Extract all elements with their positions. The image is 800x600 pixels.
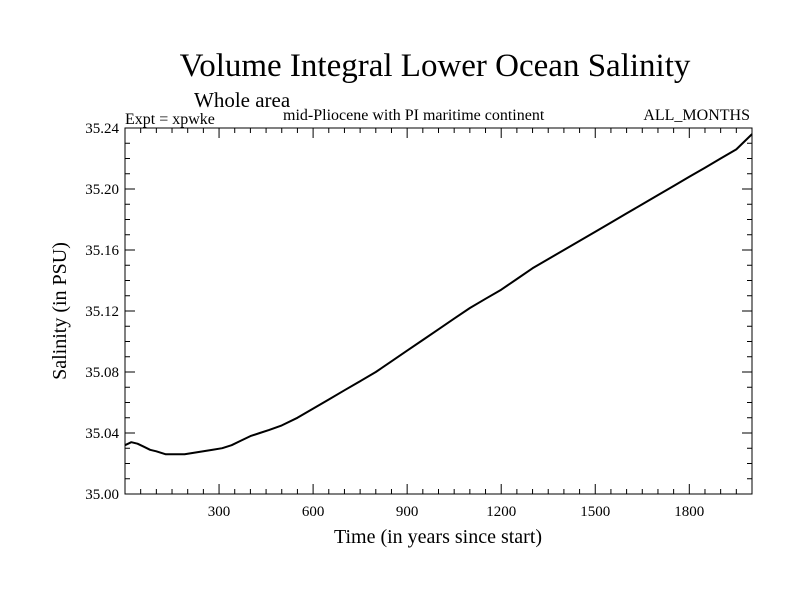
chart-title: Volume Integral Lower Ocean Salinity (180, 48, 691, 84)
y-tick-label: 35.12 (85, 304, 119, 320)
x-tick-label: 1500 (580, 504, 610, 520)
expt-label: Expt = xpwke (125, 111, 215, 128)
x-tick-label: 600 (302, 504, 325, 520)
y-tick-label: 35.04 (85, 426, 119, 442)
series-line-xpwke (124, 133, 753, 456)
y-tick-label: 35.24 (85, 121, 119, 137)
plot-frame (124, 127, 753, 495)
chart-subtitle: Whole area (194, 88, 291, 112)
x-axis: 300 600 900 1200 1500 1800 (140, 128, 737, 520)
x-axis-label: Time (in years since start) (334, 526, 542, 548)
x-tick-label: 1800 (674, 504, 704, 520)
y-tick-label: 35.00 (85, 487, 119, 503)
y-axis: 35.00 35.04 35.08 35.12 35.16 35.20 35.24 (85, 121, 752, 503)
y-tick-label: 35.16 (85, 243, 119, 259)
y-tick-label: 35.08 (85, 365, 119, 381)
months-label: ALL_MONTHS (643, 107, 750, 124)
description-label: mid-Pliocene with PI maritime continent (283, 107, 545, 124)
x-tick-label: 300 (208, 504, 231, 520)
y-axis-label: Salinity (in PSU) (49, 242, 71, 380)
y-tick-label: 35.20 (85, 182, 119, 198)
x-tick-label: 900 (396, 504, 419, 520)
x-tick-label: 1200 (486, 504, 516, 520)
